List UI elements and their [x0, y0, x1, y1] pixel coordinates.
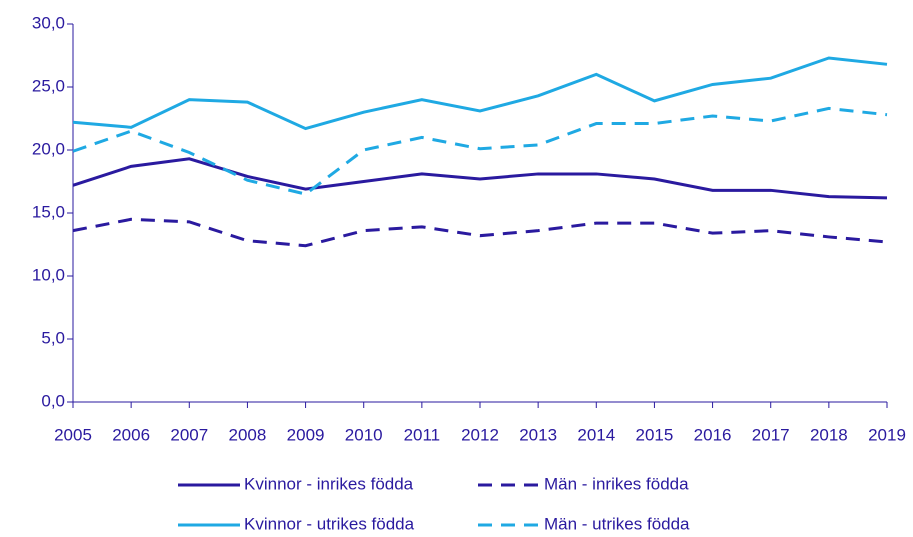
y-tick-label: 30,0	[32, 13, 65, 32]
series-line	[72, 106, 888, 196]
legend-label: Kvinnor - utrikes födda	[244, 514, 415, 533]
x-tick-label: 2008	[229, 425, 267, 444]
x-tick-label: 2012	[461, 425, 499, 444]
x-tick-label: 2013	[519, 425, 557, 444]
y-tick-label: 10,0	[32, 265, 65, 284]
series-line	[72, 157, 888, 200]
legend-label: Män - utrikes födda	[544, 514, 690, 533]
y-tick-label: 15,0	[32, 202, 65, 221]
series-line	[72, 217, 888, 248]
x-tick-label: 2019	[868, 425, 906, 444]
y-tick-label: 0,0	[41, 391, 65, 410]
x-tick-label: 2015	[636, 425, 674, 444]
y-tick-label: 20,0	[32, 139, 65, 158]
x-tick-label: 2007	[170, 425, 208, 444]
legend-label: Män - inrikes födda	[544, 474, 689, 493]
x-tick-label: 2016	[694, 425, 732, 444]
x-tick-label: 2017	[752, 425, 790, 444]
x-tick-label: 2009	[287, 425, 325, 444]
x-tick-label: 2005	[54, 425, 92, 444]
x-tick-label: 2018	[810, 425, 848, 444]
legend-label: Kvinnor - inrikes födda	[244, 474, 414, 493]
y-tick-label: 25,0	[32, 76, 65, 95]
x-tick-label: 2010	[345, 425, 383, 444]
x-tick-label: 2006	[112, 425, 150, 444]
y-tick-label: 5,0	[41, 328, 65, 347]
x-tick-label: 2011	[404, 425, 441, 444]
series-line	[72, 56, 888, 131]
x-tick-label: 2014	[577, 425, 615, 444]
